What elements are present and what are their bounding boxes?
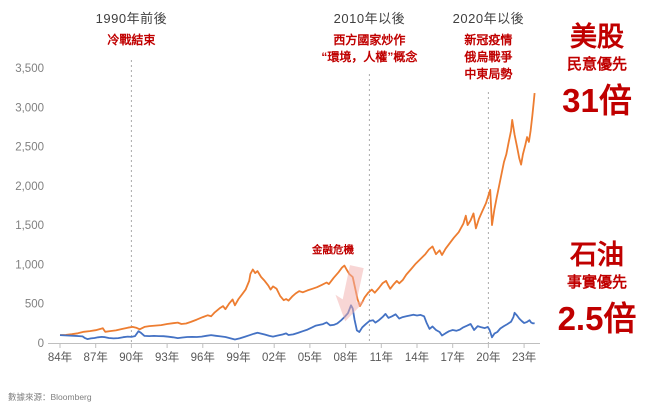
annotation-1990-title: 1990年前後 [95,11,168,26]
axes: 84年 87年 90年 93年 96年 99年 02年 05年 08年 11年 14年 17年 20年 2… [15,63,540,364]
x-tick-label: 23年 [512,350,536,364]
x-tick-label: 93年 [155,350,179,364]
y-tick-label: 1,000 [15,259,44,271]
x-tick-label: 14年 [405,350,429,364]
y-tick-label: 3,500 [15,63,44,75]
data-source: 數據來源：Bloomberg [8,392,92,402]
x-tick-label: 02年 [262,350,286,364]
x-tick-label: 90年 [119,350,143,364]
annotation-2010-line2: “環境，人權”概念 [321,50,418,64]
oil-subtitle: 事實優先 [566,274,627,291]
stocks-subtitle: 民意優先 [566,56,627,73]
annotation-1990: 1990年前後 冷戰結束 [96,8,167,49]
x-tick-label: 96年 [191,350,215,364]
annotation-2020-text: 新冠疫情 俄烏戰爭 中東局勢 [453,32,524,83]
annotation-2020-line1: 新冠疫情 [464,33,513,47]
annotation-2010-text: 西方國家炒作 “環境，人權”概念 [321,32,417,66]
financial-crisis-label: 金融危機 [312,244,354,256]
y-tick-label: 500 [25,299,44,311]
crash-arrow-icon [335,265,365,322]
annotation-2010-title: 2010年以後 [333,11,406,26]
y-tick-label: 1,500 [15,220,44,232]
annotation-2020-line3: 中東局勢 [464,67,513,81]
oil-summary: 石油 事實優先 2.5倍 [546,240,648,338]
y-tick-label: 2,000 [15,181,44,193]
x-tick-label: 08年 [333,350,357,364]
x-tick-label: 84年 [48,350,72,364]
oil-name: 石油 [570,240,624,270]
y-tick-label: 2,500 [15,142,44,154]
us-stocks-line [59,93,536,336]
x-tick-label: 99年 [226,350,250,364]
annotation-2010-line1: 西方國家炒作 [333,33,406,47]
annotation-1990-text: 冷戰結束 [107,33,156,47]
annotation-2020: 2020年以後 新冠疫情 俄烏戰爭 中東局勢 [453,8,524,83]
oil-multiple: 2.5倍 [557,300,637,337]
x-tick-label: 05年 [298,350,322,364]
annotation-2020-title: 2020年以後 [452,11,525,26]
oil-line [59,304,535,341]
x-tick-label: 87年 [84,350,108,364]
annotation-2020-line2: 俄烏戰爭 [464,50,513,64]
y-tick-label: 3,000 [15,102,44,114]
stocks-name: 美股 [570,22,624,52]
stocks-summary: 美股 民意優先 31倍 [546,22,648,120]
stocks-multiple: 31倍 [562,82,632,119]
x-tick-label: 20年 [476,350,500,364]
annotation-2010: 2010年以後 西方國家炒作 “環境，人權”概念 [321,8,417,66]
y-tick-label: 0 [38,338,44,350]
x-tick-label: 11年 [370,350,393,364]
x-tick-label: 17年 [441,350,465,364]
era-dashed-lines [130,60,489,343]
